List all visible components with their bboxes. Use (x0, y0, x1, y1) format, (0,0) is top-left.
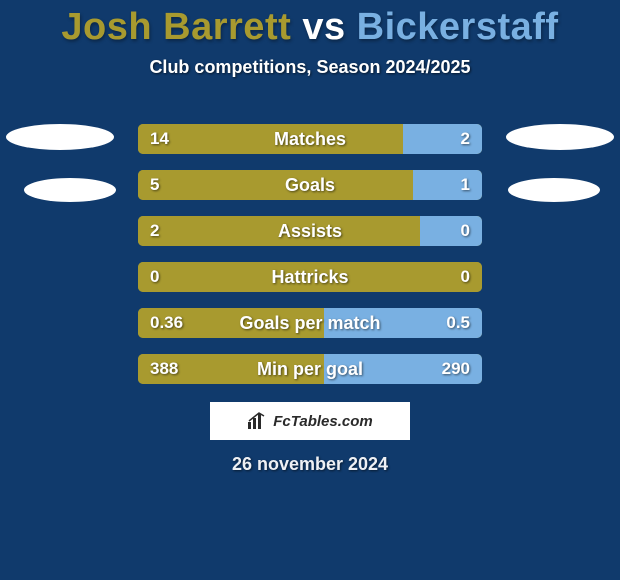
bar-right-value: 0 (461, 216, 470, 246)
bar-row: 0.360.5Goals per match (138, 308, 482, 338)
bar-row: 00Hattricks (138, 262, 482, 292)
bar-right-value: 1 (461, 170, 470, 200)
comparison-bars: 142Matches51Goals20Assists00Hattricks0.3… (138, 124, 482, 400)
title-vs: vs (302, 6, 345, 48)
comparison-infographic: Josh Barrett vs Bickerstaff Club competi… (0, 0, 620, 580)
bar-right-fill (403, 124, 482, 154)
bar-left-fill (138, 216, 420, 246)
bar-right-value: 290 (442, 354, 470, 384)
page-title: Josh Barrett vs Bickerstaff (0, 0, 620, 49)
player1-badge-placeholder-2 (24, 178, 116, 202)
bar-left-fill (138, 170, 413, 200)
bar-left-fill (138, 262, 482, 292)
bar-left-fill (138, 124, 403, 154)
date-label: 26 november 2024 (0, 454, 620, 475)
bar-right-fill (420, 216, 482, 246)
player2-badge-placeholder-2 (508, 178, 600, 202)
bar-left-value: 0 (150, 262, 159, 292)
bar-row: 20Assists (138, 216, 482, 246)
title-player1: Josh Barrett (61, 6, 291, 48)
player1-badge-placeholder (6, 124, 114, 150)
bar-left-value: 388 (150, 354, 178, 384)
bar-right-value: 0.5 (446, 308, 470, 338)
bar-row: 51Goals (138, 170, 482, 200)
bar-chart-icon (247, 412, 267, 430)
bar-left-value: 2 (150, 216, 159, 246)
bar-row: 388290Min per goal (138, 354, 482, 384)
bar-right-value: 0 (461, 262, 470, 292)
subtitle: Club competitions, Season 2024/2025 (0, 57, 620, 78)
title-player2: Bickerstaff (357, 6, 559, 48)
bar-left-value: 5 (150, 170, 159, 200)
bar-left-value: 14 (150, 124, 169, 154)
bar-right-fill (413, 170, 482, 200)
player2-badge-placeholder (506, 124, 614, 150)
bar-right-value: 2 (461, 124, 470, 154)
bar-left-value: 0.36 (150, 308, 183, 338)
source-badge: FcTables.com (210, 402, 410, 440)
source-badge-text: FcTables.com (273, 413, 372, 430)
bar-row: 142Matches (138, 124, 482, 154)
